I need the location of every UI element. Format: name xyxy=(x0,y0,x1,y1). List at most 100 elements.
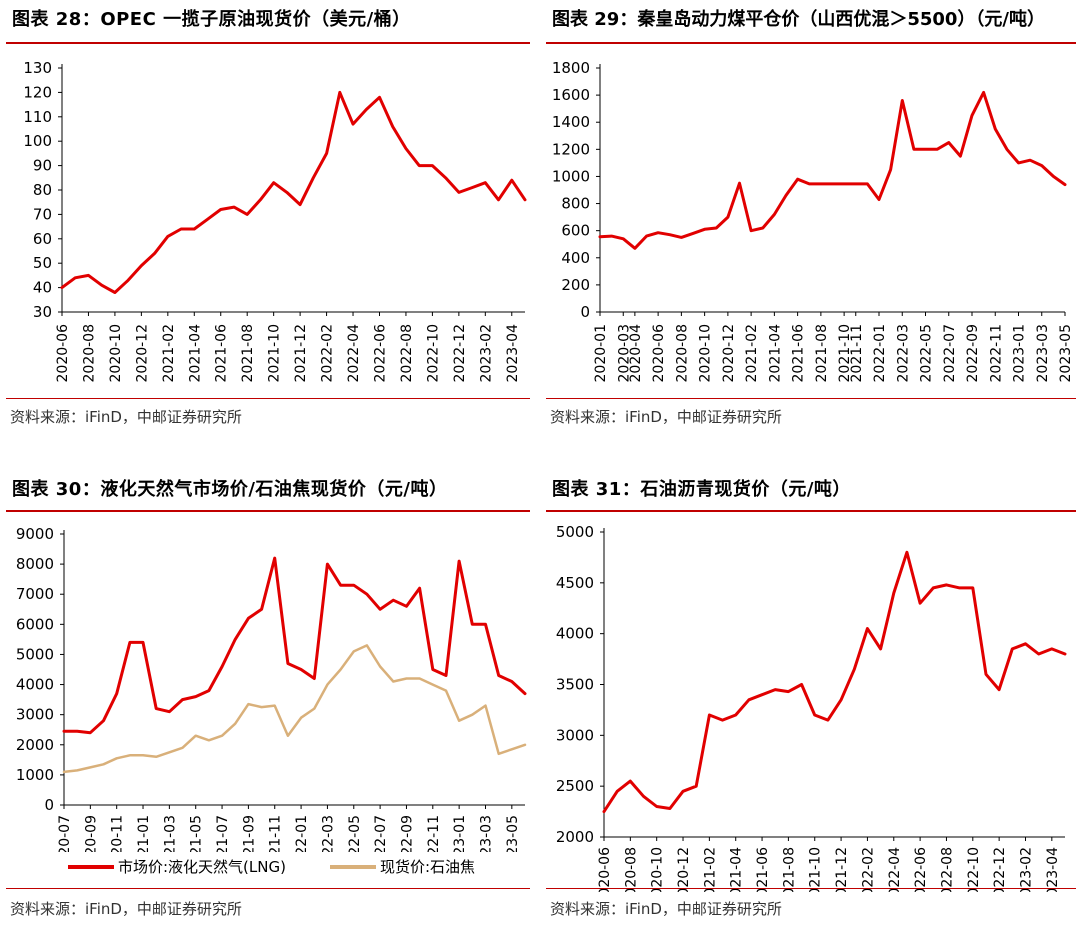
data-point xyxy=(682,790,684,793)
x-tick-label: 2023-05 xyxy=(1058,324,1074,383)
data-point xyxy=(445,674,447,677)
data-point xyxy=(206,218,209,221)
data-point xyxy=(181,698,184,701)
data-point xyxy=(692,232,694,235)
data-point xyxy=(959,155,962,157)
y-tick-label: 7000 xyxy=(16,585,54,603)
data-point xyxy=(313,677,316,680)
data-point xyxy=(787,690,790,693)
y-tick-label: 5000 xyxy=(556,523,594,541)
data-point xyxy=(831,183,834,185)
data-point xyxy=(629,780,632,782)
data-point xyxy=(287,662,289,665)
data-point xyxy=(61,286,63,289)
data-point xyxy=(300,716,302,719)
y-tick-label: 1600 xyxy=(552,86,590,104)
data-point xyxy=(994,128,997,130)
data-point xyxy=(115,757,118,760)
data-point xyxy=(924,148,927,151)
y-tick-label: 8000 xyxy=(16,555,54,573)
data-point xyxy=(379,665,381,668)
y-tick-label: 9000 xyxy=(16,525,54,543)
x-tick-label: 2021-04 xyxy=(767,324,783,383)
x-tick-label: 2022-05 xyxy=(919,324,935,383)
data-point xyxy=(471,713,474,716)
y-tick-label: 40 xyxy=(33,279,52,297)
data-point xyxy=(913,148,915,151)
x-tick-label: 2021-12 xyxy=(293,324,309,383)
data-point xyxy=(1064,183,1066,186)
data-point xyxy=(142,641,144,644)
data-point xyxy=(391,125,394,128)
x-tick-label: 2020-04 xyxy=(628,324,644,383)
x-tick-label: 2022-02 xyxy=(320,324,336,383)
series-line xyxy=(598,90,1067,250)
x-tick-label: 2021-02 xyxy=(161,324,177,383)
x-tick-label: 2021-04 xyxy=(729,847,745,892)
x-tick-label: 2021-04 xyxy=(187,324,203,383)
data-point xyxy=(405,605,408,608)
x-tick-label: 2022-09 xyxy=(965,324,981,383)
data-point xyxy=(616,790,618,793)
data-point xyxy=(247,703,250,705)
data-point xyxy=(63,771,65,773)
data-point xyxy=(796,178,799,180)
y-tick-label: 1200 xyxy=(552,140,590,158)
x-tick-label: 2021-09 xyxy=(241,815,257,852)
x-tick-label: 2023-04 xyxy=(505,324,521,383)
data-point xyxy=(221,665,223,668)
y-tick-label: 1000 xyxy=(16,766,54,784)
x-tick-label: 2022-12 xyxy=(992,847,1008,892)
x-tick-label: 2021-10 xyxy=(837,324,853,383)
data-point xyxy=(680,236,683,239)
data-point xyxy=(1051,648,1053,650)
data-point xyxy=(432,683,434,686)
legend-swatch-tan xyxy=(330,864,376,869)
y-tick-label: 130 xyxy=(23,59,52,77)
x-tick-label: 2020-07 xyxy=(57,815,73,852)
data-point xyxy=(982,91,985,94)
data-point xyxy=(405,677,408,680)
data-point xyxy=(1011,648,1014,650)
x-tick-label: 2022-06 xyxy=(913,847,929,892)
data-point xyxy=(703,228,706,231)
data-point xyxy=(727,216,729,218)
x-tick-label: 2023-04 xyxy=(1045,847,1061,892)
x-tick-label: 2020-08 xyxy=(623,847,639,892)
title-underline xyxy=(6,510,530,512)
data-point xyxy=(273,557,276,559)
data-point xyxy=(866,183,869,185)
x-tick-label: 2021-10 xyxy=(267,324,283,383)
data-point xyxy=(418,677,421,680)
source-note: 资料来源：iFinD，中邮证券研究所 xyxy=(10,900,242,918)
chart-panel-lng-coke: 图表 30：液化天然气市场价/石油焦现货价（元/吨） 0 1000 2000 3000… xyxy=(0,470,530,929)
x-tick-label: 2022-07 xyxy=(942,324,958,383)
data-point xyxy=(193,228,196,230)
x-tick-label: 2020-08 xyxy=(674,324,690,383)
data-point xyxy=(392,599,395,601)
x-tick-label: 2021-02 xyxy=(702,847,718,892)
data-point xyxy=(669,233,671,236)
data-point xyxy=(339,668,342,671)
chart-svg: 30 40 50 60 70 80 90 100 110 120 130 2020-06 2020-08… xyxy=(23,59,527,383)
data-point xyxy=(734,714,737,716)
data-point xyxy=(936,148,938,151)
data-point xyxy=(89,731,92,734)
data-point xyxy=(524,692,526,695)
source-note: 资料来源：iFinD，中邮证券研究所 xyxy=(10,408,242,426)
data-point xyxy=(497,674,500,677)
y-tick-label: 3000 xyxy=(16,706,54,724)
data-point xyxy=(945,584,948,586)
data-point xyxy=(194,734,197,737)
series-line xyxy=(62,556,527,735)
x-tick-label: 2020-06 xyxy=(55,324,71,383)
x-tick-label: 2022-05 xyxy=(347,815,363,852)
data-point xyxy=(843,183,845,185)
data-point xyxy=(142,754,144,757)
data-point xyxy=(827,719,829,721)
y-tick-label: 4000 xyxy=(16,676,54,694)
y-tick-label: 2000 xyxy=(556,828,594,846)
x-tick-label: 2023-01 xyxy=(1012,324,1028,383)
chart-title: 图表 28：OPEC 一揽子原油现货价（美元/桶） xyxy=(12,9,411,30)
data-point xyxy=(326,563,329,565)
